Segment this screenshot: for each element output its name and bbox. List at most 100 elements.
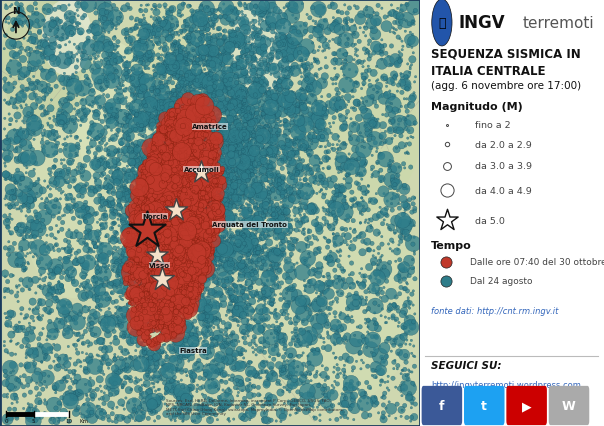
Point — [225, 200, 235, 207]
Point — [178, 349, 188, 356]
Point — [175, 106, 185, 113]
Point — [281, 367, 291, 374]
Point — [357, 195, 367, 202]
Point — [239, 331, 249, 337]
Point — [276, 296, 286, 303]
Point — [155, 152, 164, 158]
Point — [291, 3, 300, 9]
Point — [279, 150, 289, 156]
Point — [146, 212, 155, 219]
Point — [135, 292, 144, 299]
Point — [153, 206, 163, 213]
Point — [181, 300, 190, 307]
Point — [361, 389, 370, 396]
Point — [264, 118, 274, 125]
Point — [233, 144, 242, 150]
Point — [298, 121, 307, 128]
Point — [394, 49, 404, 56]
Point — [188, 17, 198, 24]
Point — [191, 235, 201, 242]
Point — [339, 367, 349, 374]
Point — [161, 31, 170, 38]
Point — [72, 21, 82, 28]
Point — [230, 143, 239, 150]
Point — [235, 94, 245, 101]
Point — [188, 233, 198, 240]
Point — [188, 338, 198, 345]
Point — [104, 250, 114, 256]
Point — [211, 279, 220, 286]
Point — [216, 328, 226, 334]
Point — [155, 265, 164, 271]
Point — [133, 207, 143, 213]
Point — [402, 18, 411, 25]
Point — [130, 153, 140, 160]
Point — [89, 109, 98, 115]
Point — [332, 192, 341, 199]
Point — [341, 20, 351, 26]
Point — [389, 178, 399, 185]
Point — [6, 137, 16, 144]
Point — [214, 290, 224, 296]
Point — [294, 157, 304, 164]
Point — [67, 50, 77, 57]
Point — [204, 143, 213, 150]
Point — [172, 230, 181, 237]
Point — [188, 219, 198, 226]
Point — [57, 190, 66, 197]
Point — [30, 407, 39, 414]
Point — [123, 187, 132, 193]
Point — [156, 201, 165, 207]
Point — [298, 193, 308, 200]
Point — [220, 219, 230, 226]
Point — [172, 245, 182, 252]
Point — [97, 34, 107, 41]
Point — [36, 301, 46, 308]
Point — [369, 397, 379, 404]
Point — [187, 259, 196, 266]
Point — [176, 209, 185, 216]
Point — [268, 222, 277, 229]
Point — [172, 178, 181, 185]
Point — [178, 417, 188, 424]
Point — [153, 111, 162, 118]
Point — [128, 323, 138, 330]
Point — [179, 211, 189, 218]
Text: 5: 5 — [32, 418, 35, 423]
Point — [63, 172, 72, 178]
Point — [172, 157, 181, 164]
Point — [249, 57, 259, 63]
Point — [247, 221, 257, 228]
Point — [359, 360, 368, 366]
Point — [144, 225, 153, 232]
Point — [308, 189, 318, 196]
Point — [157, 165, 167, 172]
Point — [212, 245, 222, 251]
Point — [123, 141, 132, 148]
Point — [396, 382, 405, 389]
Point — [162, 233, 172, 240]
Point — [156, 92, 166, 99]
Point — [334, 138, 344, 145]
Point — [259, 418, 268, 425]
Point — [243, 119, 252, 126]
Point — [236, 37, 245, 43]
Point — [145, 185, 155, 192]
Point — [115, 78, 125, 84]
Point — [136, 207, 146, 213]
Point — [283, 194, 293, 201]
Point — [283, 85, 292, 92]
Point — [159, 176, 169, 183]
Point — [176, 132, 186, 139]
Point — [196, 385, 205, 391]
Point — [110, 377, 120, 384]
Point — [129, 294, 138, 301]
Point — [214, 47, 224, 54]
Point — [7, 216, 17, 223]
Point — [348, 157, 358, 164]
Point — [128, 58, 138, 65]
Point — [167, 242, 176, 249]
Point — [135, 268, 144, 275]
Point — [197, 55, 207, 62]
Point — [279, 157, 289, 164]
